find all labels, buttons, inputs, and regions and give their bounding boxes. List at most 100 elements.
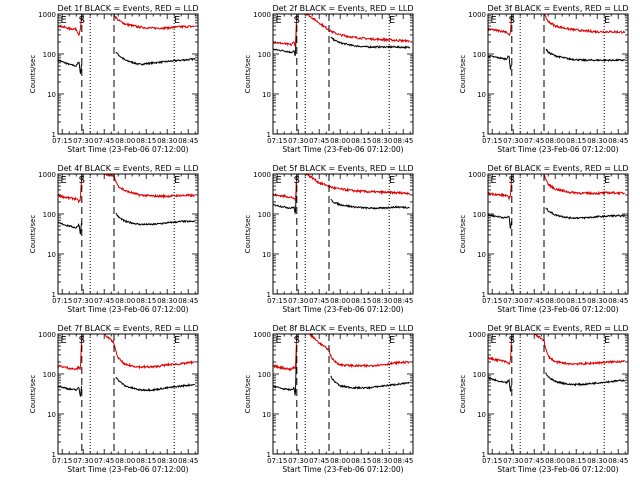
x-tick-label: 07:30 xyxy=(288,457,308,465)
x-axis-label: Start Time (23-Feb-06 07:12:00) xyxy=(67,145,188,154)
panel-det-4: Det 4f BLACK = Events, RED = LLD E S E 1 10 10… xyxy=(29,164,199,314)
event-marker-label: S xyxy=(294,335,300,346)
y-tick-label: 1 xyxy=(267,451,271,459)
x-tick-label: 08:00 xyxy=(330,137,350,145)
y-axis-label: Counts/sec xyxy=(244,215,252,254)
x-tick-label: 08:30 xyxy=(372,137,392,145)
x-axis-label: Start Time (23-Feb-06 07:12:00) xyxy=(282,145,403,154)
y-tick-label: 1000 xyxy=(253,11,271,19)
panel-title: Det 6f BLACK = Events, RED = LLD xyxy=(487,164,628,173)
panel-frame xyxy=(487,333,629,455)
x-tick-label: 08:00 xyxy=(330,297,350,305)
plot-area xyxy=(273,334,410,396)
x-tick-label: 08:15 xyxy=(351,297,371,305)
x-tick-label: 08:45 xyxy=(393,297,413,305)
series-line-events xyxy=(488,48,626,70)
x-tick-label: 07:45 xyxy=(309,457,329,465)
panel-det-5: Det 5f BLACK = Events, RED = LLD E S E 1 10 10… xyxy=(244,164,414,314)
event-marker-label: S xyxy=(294,175,300,186)
series-line-events xyxy=(273,182,410,215)
x-tick-label: 08:15 xyxy=(136,137,156,145)
event-marker-label: S xyxy=(79,15,85,26)
y-tick-label: 1 xyxy=(482,291,486,299)
y-axis-label: Counts/sec xyxy=(29,375,37,414)
panel-frame xyxy=(272,13,414,135)
x-tick-label: 07:15 xyxy=(52,297,72,305)
x-tick-label: 07:15 xyxy=(267,457,287,465)
event-marker-label: E xyxy=(60,335,66,346)
x-tick-label: 08:30 xyxy=(587,137,607,145)
plot-area xyxy=(273,14,411,57)
x-tick-label: 08:15 xyxy=(351,457,371,465)
x-tick-label: 07:30 xyxy=(288,137,308,145)
event-marker-label: E xyxy=(490,175,496,186)
series-line-lld xyxy=(58,334,195,371)
y-tick-label: 10 xyxy=(47,411,56,419)
event-marker-label: S xyxy=(79,335,85,346)
panel-title: Det 5f BLACK = Events, RED = LLD xyxy=(272,164,413,173)
x-tick-label: 08:30 xyxy=(372,297,392,305)
x-tick-label: 08:15 xyxy=(136,297,156,305)
x-tick-label: 07:30 xyxy=(503,297,523,305)
plot-area xyxy=(58,174,196,235)
series-line-lld xyxy=(273,14,411,48)
series-line-events xyxy=(488,207,626,229)
y-tick-label: 1000 xyxy=(38,171,56,179)
series-line-lld xyxy=(273,334,410,372)
y-tick-label: 10 xyxy=(47,251,56,259)
panel-frame xyxy=(57,333,199,455)
y-tick-label: 10 xyxy=(262,91,271,99)
plot-area xyxy=(488,334,626,392)
event-marker-label: S xyxy=(509,335,515,346)
y-tick-label: 1 xyxy=(482,451,486,459)
x-tick-label: 07:15 xyxy=(482,137,502,145)
y-tick-label: 100 xyxy=(43,371,56,379)
x-tick-label: 08:45 xyxy=(393,457,413,465)
series-line-lld xyxy=(488,14,626,37)
y-axis-label: Counts/sec xyxy=(244,55,252,94)
x-tick-label: 08:00 xyxy=(115,297,135,305)
y-axis-label: Counts/sec xyxy=(29,55,37,94)
event-marker-label: E xyxy=(174,175,180,186)
y-tick-label: 10 xyxy=(477,251,486,259)
panel-frame xyxy=(487,173,629,295)
y-tick-label: 1 xyxy=(52,291,56,299)
event-marker-label: E xyxy=(275,15,281,26)
x-tick-label: 08:00 xyxy=(330,457,350,465)
x-axis-label: Start Time (23-Feb-06 07:12:00) xyxy=(497,305,618,314)
x-tick-label: 07:30 xyxy=(73,137,93,145)
x-tick-label: 08:15 xyxy=(566,457,586,465)
event-marker-label: E xyxy=(389,335,395,346)
y-tick-label: 100 xyxy=(258,371,271,379)
y-tick-label: 100 xyxy=(473,51,486,59)
event-marker-label: S xyxy=(79,175,85,186)
panel-title: Det 8f BLACK = Events, RED = LLD xyxy=(272,324,413,333)
plot-area xyxy=(58,14,196,74)
y-tick-label: 100 xyxy=(43,211,56,219)
y-tick-label: 1 xyxy=(267,131,271,139)
x-tick-label: 08:00 xyxy=(545,457,565,465)
panel-det-3: Det 3f BLACK = Events, RED = LLD E S E 1 10 10… xyxy=(459,4,629,154)
x-tick-label: 08:30 xyxy=(157,457,177,465)
plot-area xyxy=(488,174,626,229)
x-tick-label: 07:15 xyxy=(267,137,287,145)
y-tick-label: 1 xyxy=(482,131,486,139)
y-tick-label: 1 xyxy=(267,291,271,299)
x-tick-label: 07:30 xyxy=(288,297,308,305)
y-axis-label: Counts/sec xyxy=(29,215,37,254)
panel-det-8: Det 8f BLACK = Events, RED = LLD E S E 1 10 10… xyxy=(244,324,414,474)
x-tick-label: 07:15 xyxy=(52,457,72,465)
panel-det-6: Det 6f BLACK = Events, RED = LLD E S E 1 10 10… xyxy=(459,164,629,314)
series-line-events xyxy=(273,23,411,57)
event-marker-label: E xyxy=(604,15,610,26)
x-tick-label: 07:15 xyxy=(52,137,72,145)
x-tick-label: 07:15 xyxy=(267,297,287,305)
x-axis-label: Start Time (23-Feb-06 07:12:00) xyxy=(497,145,618,154)
event-marker-label: E xyxy=(174,15,180,26)
panel-frame xyxy=(272,173,414,295)
x-tick-label: 08:45 xyxy=(608,137,628,145)
series-line-events xyxy=(58,51,196,74)
x-tick-label: 08:00 xyxy=(115,137,135,145)
event-marker-label: E xyxy=(389,175,395,186)
x-tick-label: 08:30 xyxy=(157,297,177,305)
